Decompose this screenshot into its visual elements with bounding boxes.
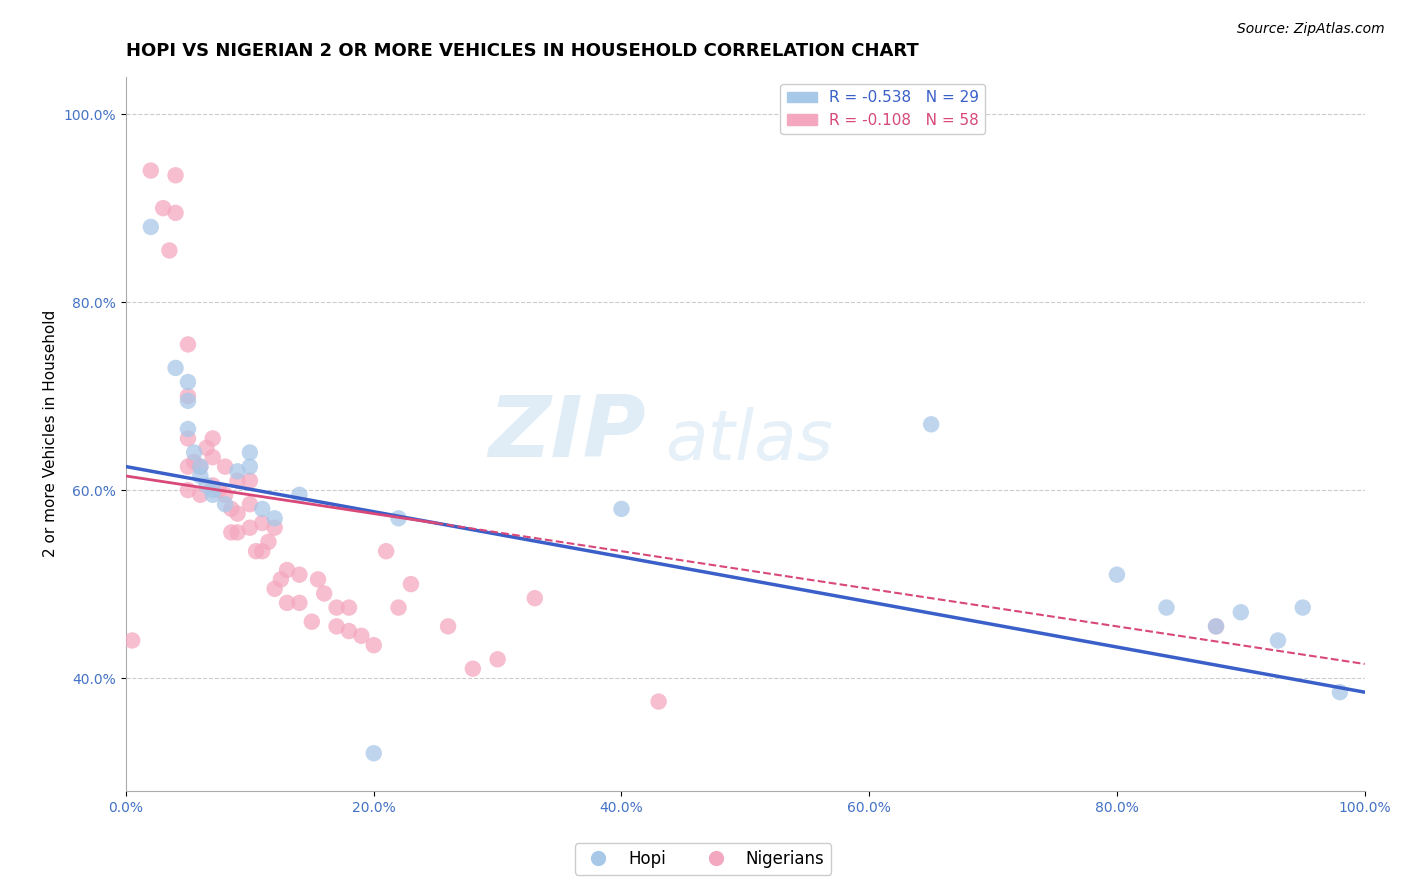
Point bbox=[610, 502, 633, 516]
Point bbox=[350, 629, 373, 643]
Point bbox=[226, 525, 249, 540]
Point bbox=[214, 459, 236, 474]
Legend: R = -0.538   N = 29, R = -0.108   N = 58: R = -0.538 N = 29, R = -0.108 N = 58 bbox=[780, 84, 986, 134]
Point bbox=[288, 596, 311, 610]
Point bbox=[195, 478, 218, 492]
Point bbox=[387, 511, 409, 525]
Point bbox=[188, 469, 211, 483]
Point bbox=[1267, 633, 1289, 648]
Point bbox=[188, 459, 211, 474]
Text: HOPI VS NIGERIAN 2 OR MORE VEHICLES IN HOUSEHOLD CORRELATION CHART: HOPI VS NIGERIAN 2 OR MORE VEHICLES IN H… bbox=[127, 42, 918, 60]
Point bbox=[263, 521, 285, 535]
Point bbox=[177, 337, 200, 351]
Point bbox=[226, 474, 249, 488]
Point bbox=[363, 746, 385, 760]
Text: ZIP: ZIP bbox=[489, 392, 647, 475]
Point bbox=[183, 445, 205, 459]
Point bbox=[177, 459, 200, 474]
Point bbox=[239, 521, 262, 535]
Point bbox=[461, 662, 484, 676]
Legend: Hopi, Nigerians: Hopi, Nigerians bbox=[575, 844, 831, 875]
Point bbox=[188, 459, 211, 474]
Point bbox=[288, 488, 311, 502]
Y-axis label: 2 or more Vehicles in Household: 2 or more Vehicles in Household bbox=[44, 310, 58, 558]
Point bbox=[226, 507, 249, 521]
Point bbox=[201, 483, 224, 497]
Point bbox=[337, 600, 360, 615]
Point bbox=[314, 586, 336, 600]
Point bbox=[226, 464, 249, 478]
Point bbox=[270, 573, 292, 587]
Point bbox=[239, 459, 262, 474]
Point bbox=[239, 497, 262, 511]
Point bbox=[276, 563, 298, 577]
Point bbox=[239, 474, 262, 488]
Point bbox=[121, 633, 143, 648]
Point bbox=[245, 544, 267, 558]
Point bbox=[920, 417, 942, 432]
Point bbox=[252, 502, 274, 516]
Point bbox=[239, 445, 262, 459]
Point bbox=[201, 450, 224, 465]
Point bbox=[165, 206, 187, 220]
Point bbox=[647, 694, 669, 708]
Point bbox=[177, 431, 200, 445]
Point bbox=[1156, 600, 1178, 615]
Point bbox=[252, 516, 274, 530]
Point bbox=[165, 168, 187, 182]
Point bbox=[152, 201, 174, 215]
Text: atlas: atlas bbox=[665, 408, 832, 475]
Point bbox=[139, 219, 162, 234]
Point bbox=[1205, 619, 1227, 633]
Point bbox=[325, 619, 347, 633]
Point bbox=[276, 596, 298, 610]
Point bbox=[375, 544, 398, 558]
Point bbox=[1292, 600, 1315, 615]
Point bbox=[201, 488, 224, 502]
Point bbox=[177, 422, 200, 436]
Point bbox=[257, 534, 280, 549]
Point bbox=[221, 502, 243, 516]
Point bbox=[301, 615, 323, 629]
Point bbox=[399, 577, 422, 591]
Text: Source: ZipAtlas.com: Source: ZipAtlas.com bbox=[1237, 22, 1385, 37]
Point bbox=[325, 600, 347, 615]
Point bbox=[1329, 685, 1351, 699]
Point bbox=[307, 573, 329, 587]
Point bbox=[183, 455, 205, 469]
Point bbox=[195, 441, 218, 455]
Point bbox=[263, 511, 285, 525]
Point bbox=[1230, 605, 1253, 619]
Point bbox=[188, 488, 211, 502]
Point bbox=[523, 591, 546, 606]
Point bbox=[177, 393, 200, 408]
Point bbox=[165, 360, 187, 375]
Point bbox=[363, 638, 385, 652]
Point bbox=[214, 488, 236, 502]
Point bbox=[1105, 567, 1128, 582]
Point bbox=[387, 600, 409, 615]
Point bbox=[157, 244, 180, 258]
Point bbox=[201, 478, 224, 492]
Point bbox=[486, 652, 509, 666]
Point bbox=[252, 544, 274, 558]
Point bbox=[201, 431, 224, 445]
Point bbox=[208, 483, 231, 497]
Point bbox=[263, 582, 285, 596]
Point bbox=[177, 389, 200, 403]
Point bbox=[177, 375, 200, 389]
Point bbox=[177, 483, 200, 497]
Point bbox=[288, 567, 311, 582]
Point bbox=[437, 619, 460, 633]
Point bbox=[1205, 619, 1227, 633]
Point bbox=[221, 525, 243, 540]
Point bbox=[214, 497, 236, 511]
Point bbox=[337, 624, 360, 638]
Point bbox=[139, 163, 162, 178]
